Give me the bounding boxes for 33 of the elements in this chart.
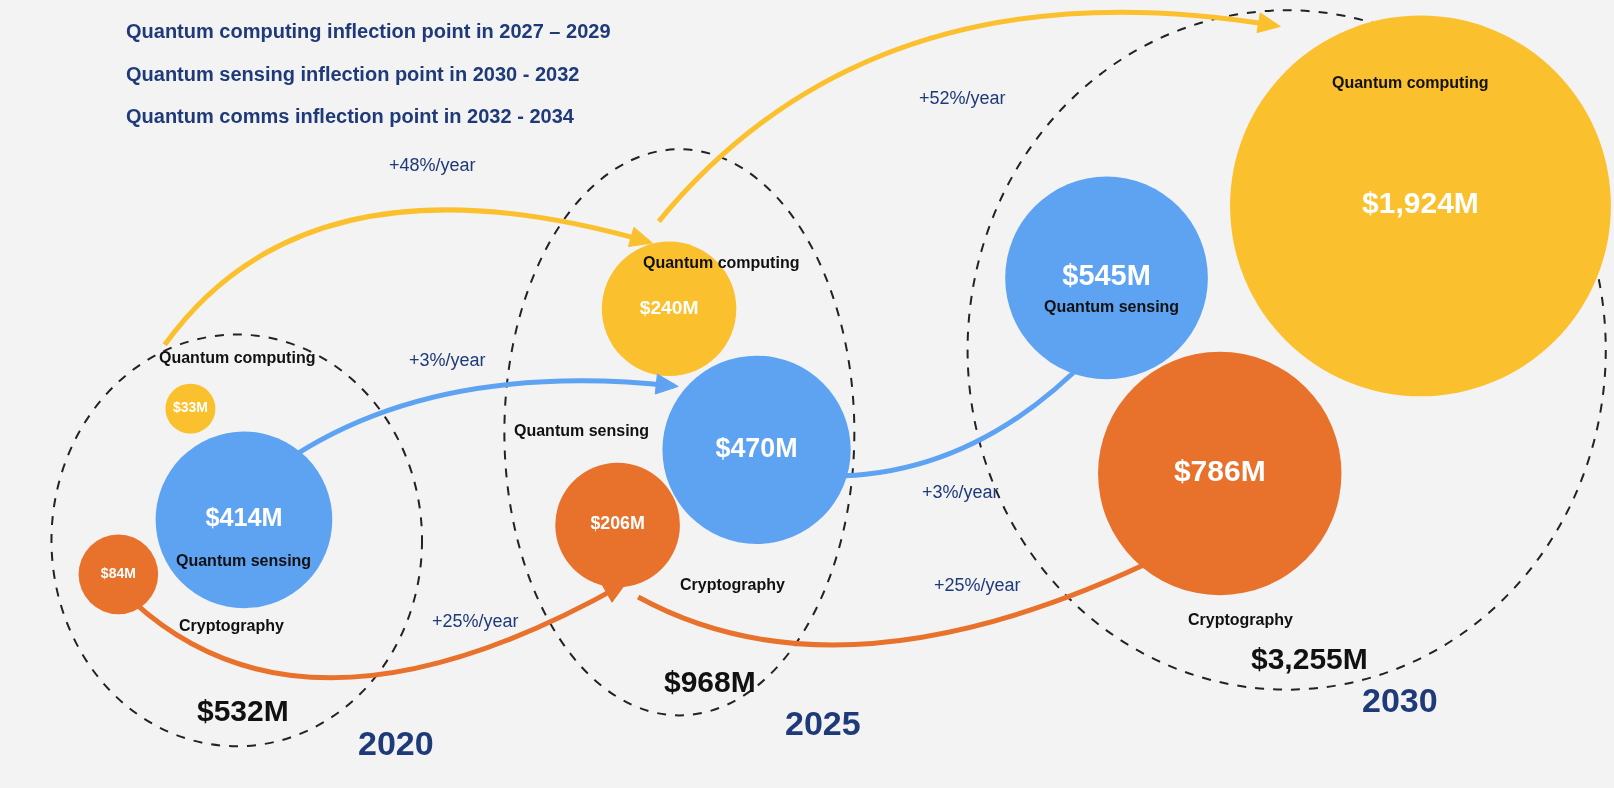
text: Quantum sensing bbox=[1044, 298, 1180, 315]
text: Quantum sensing bbox=[514, 422, 650, 439]
text: +48%/year bbox=[389, 155, 476, 175]
data-label: $470M bbox=[715, 432, 798, 463]
data-label: $545M bbox=[1062, 259, 1151, 292]
legend-label: Quantum computing bbox=[643, 254, 800, 271]
text: Quantum computing bbox=[1332, 74, 1489, 91]
data-label: $84M bbox=[100, 564, 136, 581]
category-label: 2030 bbox=[1362, 681, 1438, 719]
text: +3%/year bbox=[922, 482, 999, 502]
text: Quantum computing bbox=[159, 349, 316, 366]
text: $3,255M bbox=[1251, 642, 1368, 675]
data-label: $786M bbox=[1173, 453, 1266, 487]
text: +52%/year bbox=[919, 88, 1006, 108]
text: Quantum comms inflection point in 2032 - 2034 bbox=[126, 105, 575, 127]
category-label: 2020 bbox=[358, 724, 434, 762]
series-label: Quantum sensing bbox=[176, 552, 312, 569]
text: $968M bbox=[664, 665, 756, 698]
text: $532M bbox=[197, 694, 289, 727]
data-label: $1,924M bbox=[1362, 186, 1479, 220]
text: Quantum computing inflection point in 2027 – 2029 bbox=[126, 20, 611, 42]
text: Cryptography bbox=[179, 617, 284, 634]
series-label: Cryptography bbox=[680, 576, 785, 593]
text: Quantum sensing inflection point in 2030 - 2032 bbox=[126, 63, 580, 85]
data-label: $240M bbox=[639, 296, 699, 318]
text: Cryptography bbox=[1188, 611, 1293, 628]
category-label: 2025 bbox=[785, 704, 861, 742]
data-label: $206M bbox=[590, 513, 645, 534]
text: +25%/year bbox=[432, 611, 519, 631]
text: +25%/year bbox=[934, 575, 1021, 595]
data-label: $33M bbox=[172, 399, 208, 416]
text: +3%/year bbox=[409, 350, 486, 370]
data-label: $414M bbox=[205, 503, 283, 532]
